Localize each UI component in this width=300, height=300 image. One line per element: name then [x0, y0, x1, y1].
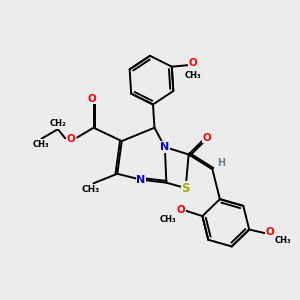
Text: CH₃: CH₃ [274, 236, 291, 245]
Text: CH₃: CH₃ [81, 185, 100, 194]
Text: CH₃: CH₃ [160, 214, 176, 224]
Text: N: N [136, 175, 146, 185]
Text: O: O [66, 134, 75, 144]
Text: CH₃: CH₃ [33, 140, 49, 148]
Text: O: O [176, 205, 185, 215]
Text: O: O [88, 94, 96, 103]
Text: CH₂: CH₂ [50, 119, 66, 128]
Text: H: H [217, 158, 225, 168]
Text: S: S [182, 182, 190, 194]
Text: CH₃: CH₃ [184, 71, 201, 80]
Text: O: O [203, 133, 212, 142]
Text: N: N [160, 142, 170, 152]
Text: O: O [266, 226, 274, 237]
Text: O: O [188, 58, 197, 68]
